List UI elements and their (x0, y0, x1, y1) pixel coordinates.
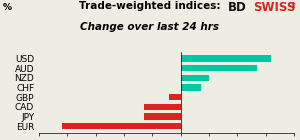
Bar (169, 94, 181, 100)
Bar (144, 113, 181, 120)
Bar (181, 55, 271, 62)
Bar (181, 75, 209, 81)
Text: Change over last 24 hrs: Change over last 24 hrs (80, 22, 220, 32)
Bar (181, 65, 257, 71)
Text: %: % (3, 3, 12, 12)
Text: Trade-weighted indices:: Trade-weighted indices: (79, 1, 221, 11)
Text: BD: BD (228, 1, 247, 14)
Bar (181, 84, 200, 91)
Text: ⬆: ⬆ (290, 1, 296, 10)
Bar (144, 104, 181, 110)
Text: SWISS: SWISS (254, 1, 296, 14)
Bar (62, 123, 181, 129)
